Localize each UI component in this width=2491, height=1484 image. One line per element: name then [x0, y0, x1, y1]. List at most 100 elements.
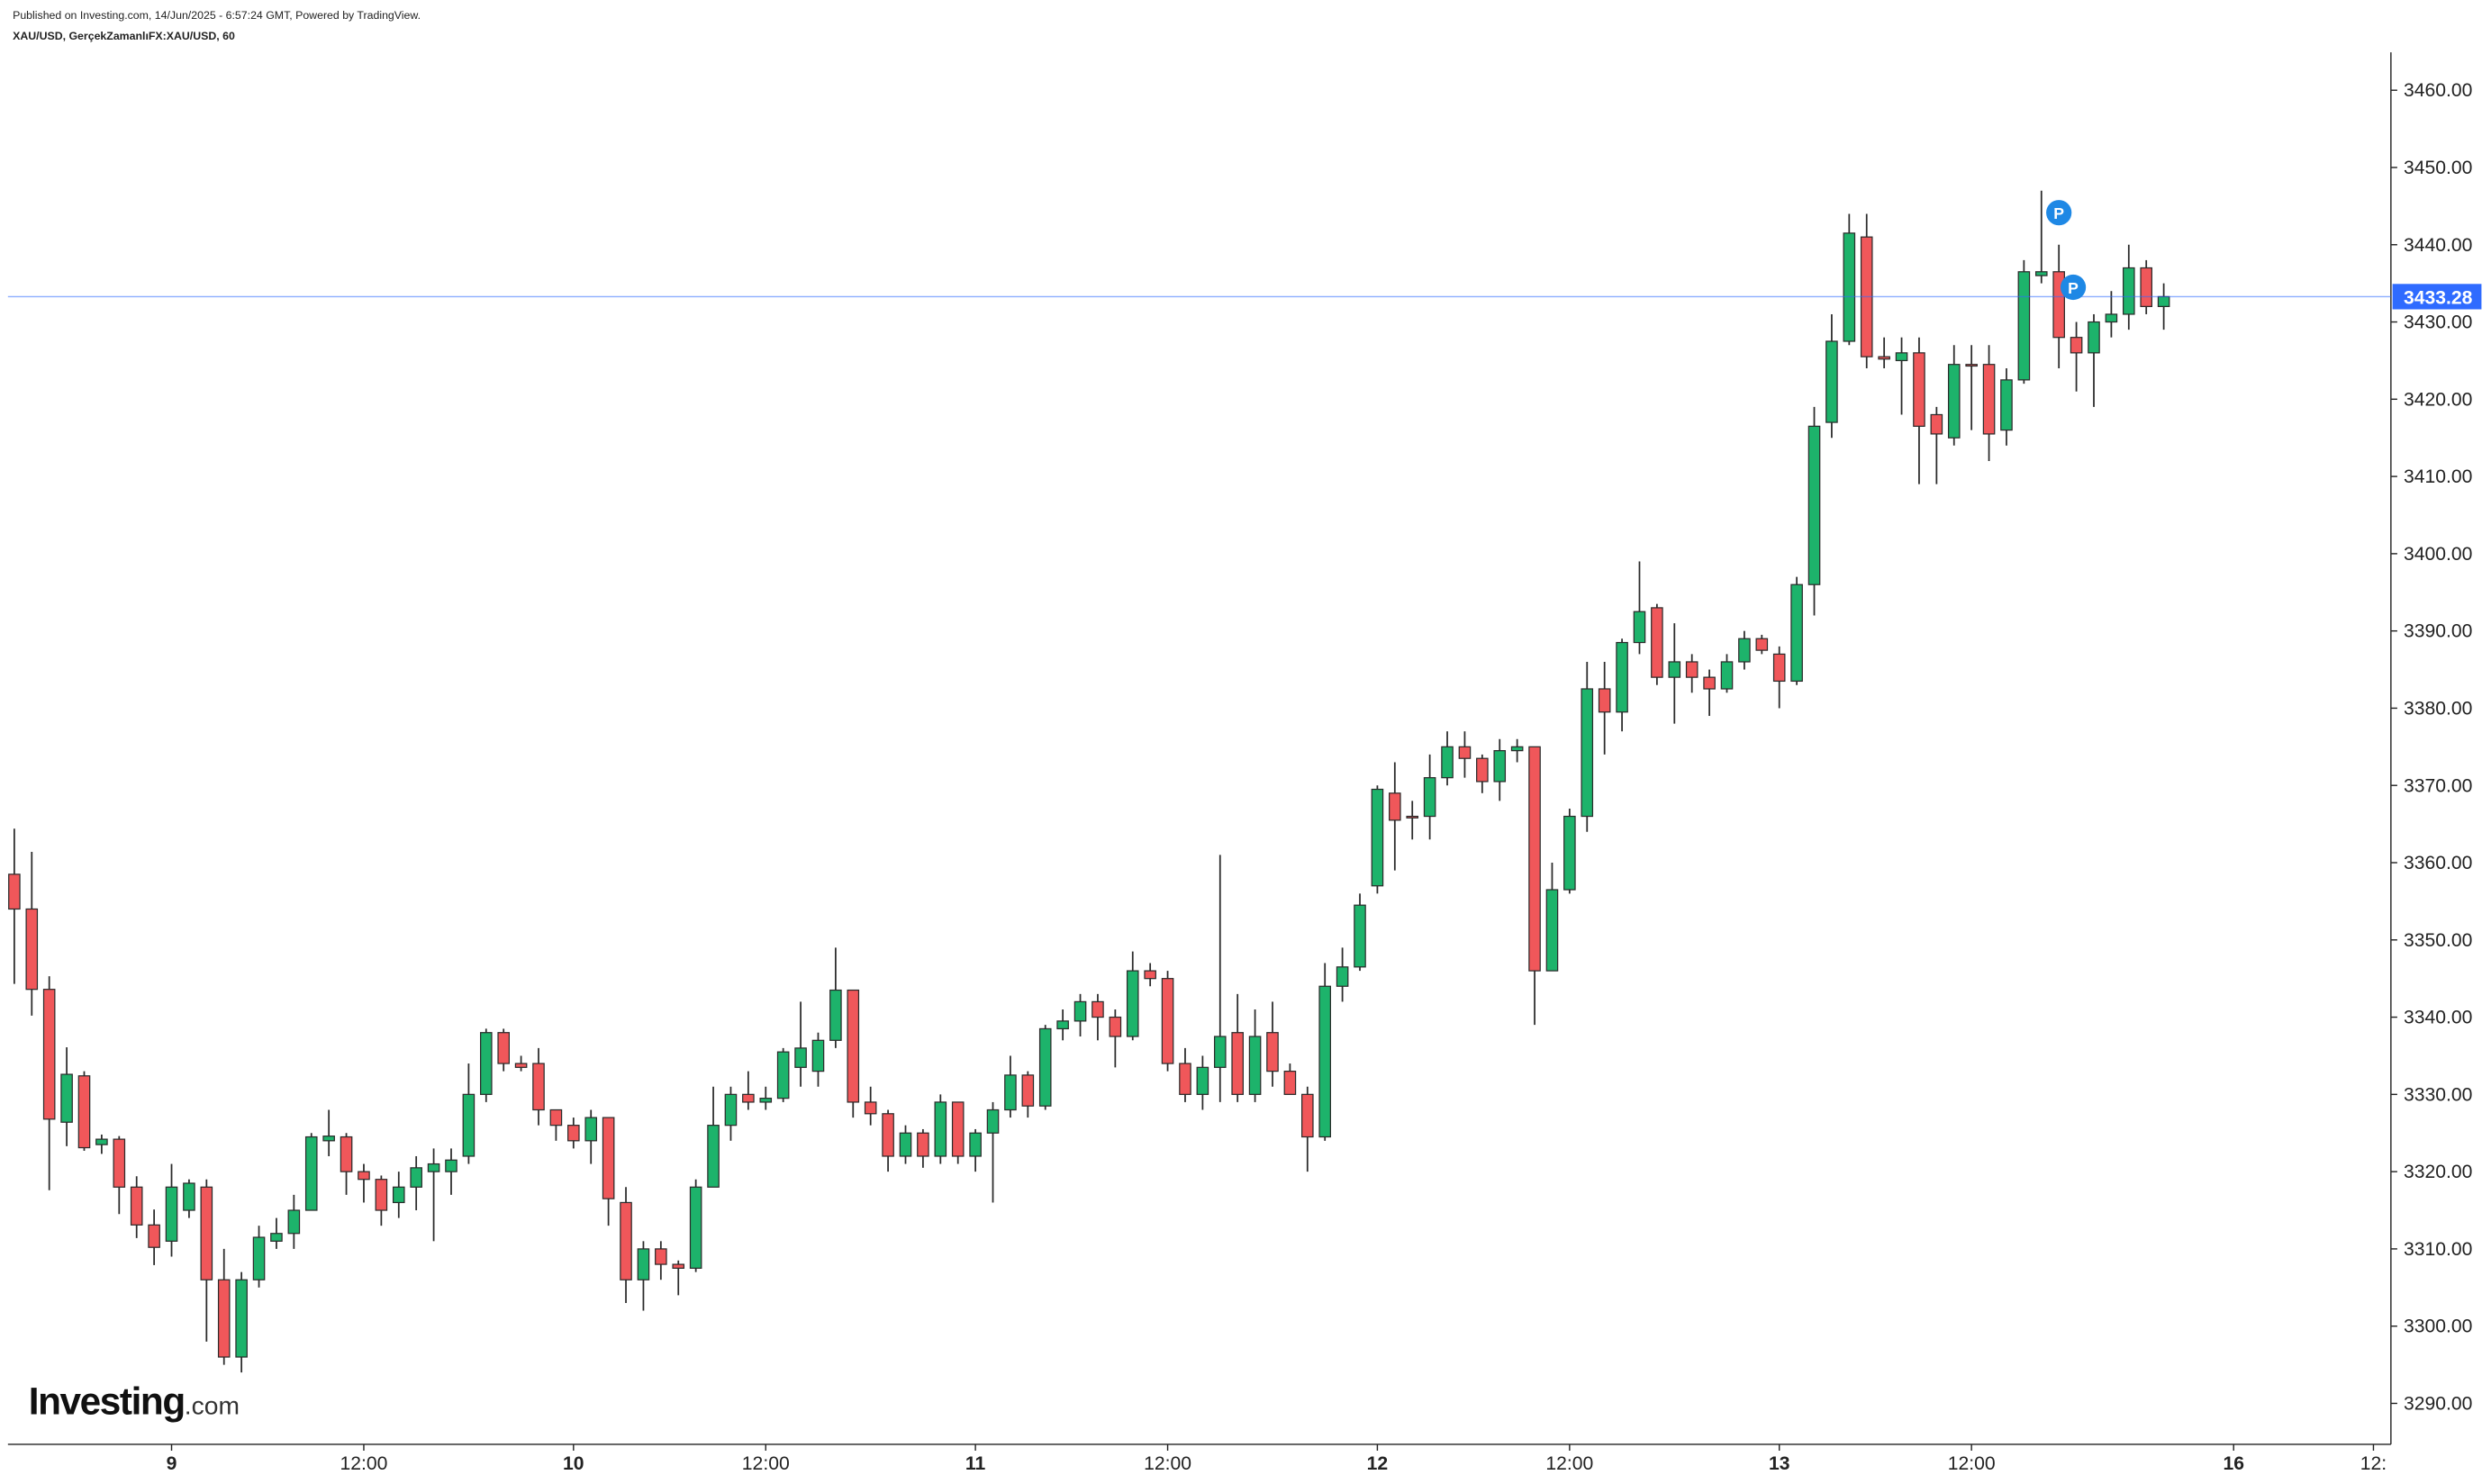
- candle-body: [1126, 970, 1139, 1037]
- candle-body: [1982, 364, 1996, 435]
- marker: [2046, 200, 2072, 226]
- y-tick-label: 3320.00: [2404, 1162, 2472, 1182]
- candle-body: [304, 1136, 318, 1211]
- candle-body: [1213, 1036, 1227, 1068]
- candle-body: [1248, 1036, 1262, 1095]
- candle-body: [1965, 364, 1978, 367]
- candle-body: [1196, 1066, 1209, 1095]
- y-tick-label: 3400.00: [2404, 544, 2472, 565]
- candle-body: [829, 989, 842, 1041]
- candle-body: [1371, 788, 1384, 887]
- candle-body: [1807, 425, 1821, 585]
- candle-body: [1179, 1063, 1191, 1095]
- candle-body: [1947, 364, 1961, 439]
- candle-body: [1528, 746, 1541, 972]
- candle-body: [270, 1233, 283, 1242]
- y-tick-label: 3390.00: [2404, 621, 2472, 642]
- candle-body: [1092, 1000, 1104, 1018]
- candle-body: [375, 1179, 388, 1211]
- candle-body: [776, 1051, 790, 1099]
- candle-body: [584, 1117, 598, 1142]
- candle-body: [951, 1101, 965, 1157]
- candle-body: [882, 1113, 894, 1157]
- y-tick-label: 3330.00: [2404, 1084, 2472, 1105]
- candle-body: [287, 1209, 301, 1235]
- y-tick-label: 3360.00: [2404, 853, 2472, 873]
- candle-body: [1668, 661, 1681, 678]
- candle-body: [340, 1136, 353, 1172]
- candle-body: [1790, 584, 1803, 683]
- x-tick-label: 12: [1367, 1453, 1389, 1474]
- marker: [2060, 274, 2087, 301]
- candle-body: [1510, 746, 1524, 752]
- candle-body: [811, 1039, 825, 1072]
- candle-body: [130, 1186, 143, 1226]
- candle-body: [42, 989, 56, 1120]
- candle-body: [95, 1138, 108, 1145]
- candle-body: [707, 1125, 720, 1188]
- y-tick-label: 3290.00: [2404, 1394, 2472, 1415]
- candle-body: [480, 1032, 493, 1095]
- x-tick-label: 12:00: [340, 1453, 387, 1474]
- y-tick-label: 3420.00: [2404, 389, 2472, 410]
- candle-body: [183, 1182, 195, 1211]
- candle-body: [934, 1101, 947, 1157]
- x-tick-label: 11: [965, 1453, 986, 1474]
- candle-body: [2070, 337, 2083, 354]
- candle-body: [235, 1279, 248, 1358]
- candle-body: [358, 1171, 370, 1181]
- candle-body: [864, 1101, 877, 1115]
- candle-body: [1283, 1070, 1297, 1095]
- x-tick-label: 10: [563, 1453, 584, 1474]
- candle-body: [8, 873, 21, 910]
- symbol-line: XAU/USD, GerçekZamanlıFX:XAU/USD, 60: [13, 30, 235, 42]
- candle-body: [1073, 1000, 1087, 1022]
- logo: Investing.com: [29, 1380, 240, 1422]
- candle-body: [217, 1279, 231, 1358]
- candle-body: [1301, 1093, 1314, 1138]
- candle-body: [969, 1132, 982, 1157]
- candle-body: [1738, 638, 1751, 663]
- candle-body: [567, 1125, 580, 1142]
- y-tick-label: 3380.00: [2404, 699, 2472, 719]
- publisher-line: Published on Investing.com, 14/Jun/2025 …: [13, 9, 421, 22]
- candle-body: [1441, 746, 1454, 779]
- candle-body: [1336, 966, 1349, 987]
- candle-body: [1458, 746, 1472, 759]
- candle-body: [1825, 340, 1838, 423]
- candle-body: [1389, 792, 1401, 821]
- candle-body: [1476, 757, 1489, 783]
- candle-body: [724, 1093, 738, 1127]
- candle-body: [1843, 232, 1856, 342]
- candle-body: [1545, 889, 1559, 972]
- candle-body: [497, 1032, 510, 1064]
- candle-body: [322, 1136, 335, 1142]
- candle-body: [1633, 611, 1646, 644]
- x-tick-label: 12:00: [1948, 1453, 1996, 1474]
- candle-body: [1878, 356, 1890, 360]
- candle-body: [1161, 978, 1174, 1064]
- candle-body: [60, 1073, 73, 1123]
- candle-body: [1703, 676, 1716, 690]
- candle-body: [1354, 904, 1366, 968]
- candle-body: [2157, 295, 2170, 308]
- candle-body: [1004, 1074, 1017, 1111]
- candle-body: [1598, 688, 1611, 713]
- candle-body: [200, 1186, 213, 1280]
- candle-body: [2000, 379, 2013, 431]
- last-price-label: 3433.28: [2404, 287, 2473, 308]
- candle-body: [2088, 321, 2100, 354]
- candle-body: [1616, 641, 1628, 713]
- candle-body: [445, 1159, 457, 1172]
- candle-body: [917, 1132, 929, 1157]
- candle-body: [1056, 1020, 1069, 1030]
- candle-body: [252, 1236, 266, 1280]
- y-tick-label: 3460.00: [2404, 80, 2472, 101]
- candle-body: [1720, 661, 1734, 690]
- candle-body: [113, 1138, 126, 1188]
- y-tick-label: 3370.00: [2404, 775, 2472, 796]
- candle-body: [1266, 1032, 1279, 1072]
- candle-body: [794, 1047, 807, 1068]
- candle-body: [1755, 638, 1769, 651]
- x-tick-label: 12:00: [1144, 1453, 1191, 1474]
